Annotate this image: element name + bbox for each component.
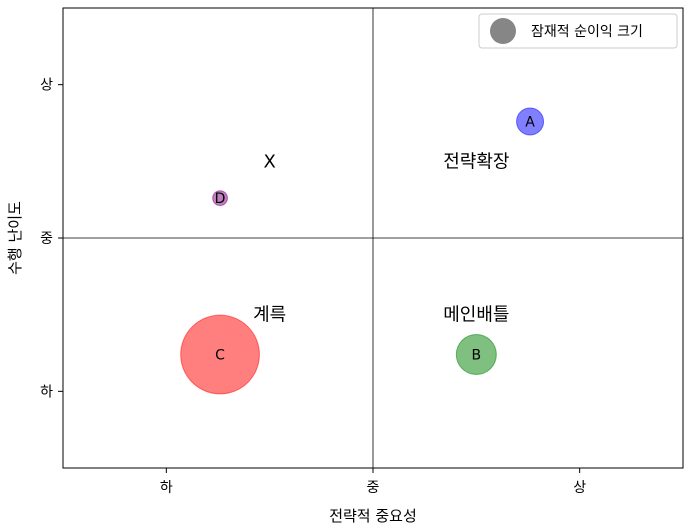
x-axis-title: 전략적 중요성 bbox=[329, 507, 417, 525]
x-tick-label: 상 bbox=[573, 480, 586, 496]
y-tick-label: 중 bbox=[40, 231, 53, 247]
legend-marker bbox=[490, 18, 516, 44]
bubble-label-b: B bbox=[472, 348, 482, 364]
legend-box bbox=[478, 13, 678, 49]
bubble-label-d: D bbox=[215, 191, 226, 207]
bubble-label-c: C bbox=[215, 348, 225, 364]
legend: 잠재적 순이익 크기 bbox=[478, 13, 678, 49]
quadrant-label-1: 전략확장 bbox=[443, 151, 509, 172]
bubble-b bbox=[455, 334, 497, 376]
y-tick-label: 하 bbox=[40, 384, 53, 400]
x-tick-label: 하 bbox=[160, 480, 173, 496]
quadrant-label-0: X bbox=[263, 151, 275, 172]
quadrant-label-3: 메인배틀 bbox=[443, 305, 509, 326]
x-tick-label: 중 bbox=[367, 480, 380, 496]
legend-label: 잠재적 순이익 크기 bbox=[531, 24, 643, 40]
bubble-label-a: A bbox=[525, 114, 535, 130]
bubble-c bbox=[180, 314, 260, 395]
quadrant-label-2: 계륵 bbox=[253, 305, 286, 326]
y-axis-title: 수행 난이도 bbox=[6, 201, 24, 275]
bubble-d bbox=[212, 190, 228, 207]
bubble-a bbox=[516, 107, 545, 136]
y-tick-label: 상 bbox=[40, 78, 53, 94]
